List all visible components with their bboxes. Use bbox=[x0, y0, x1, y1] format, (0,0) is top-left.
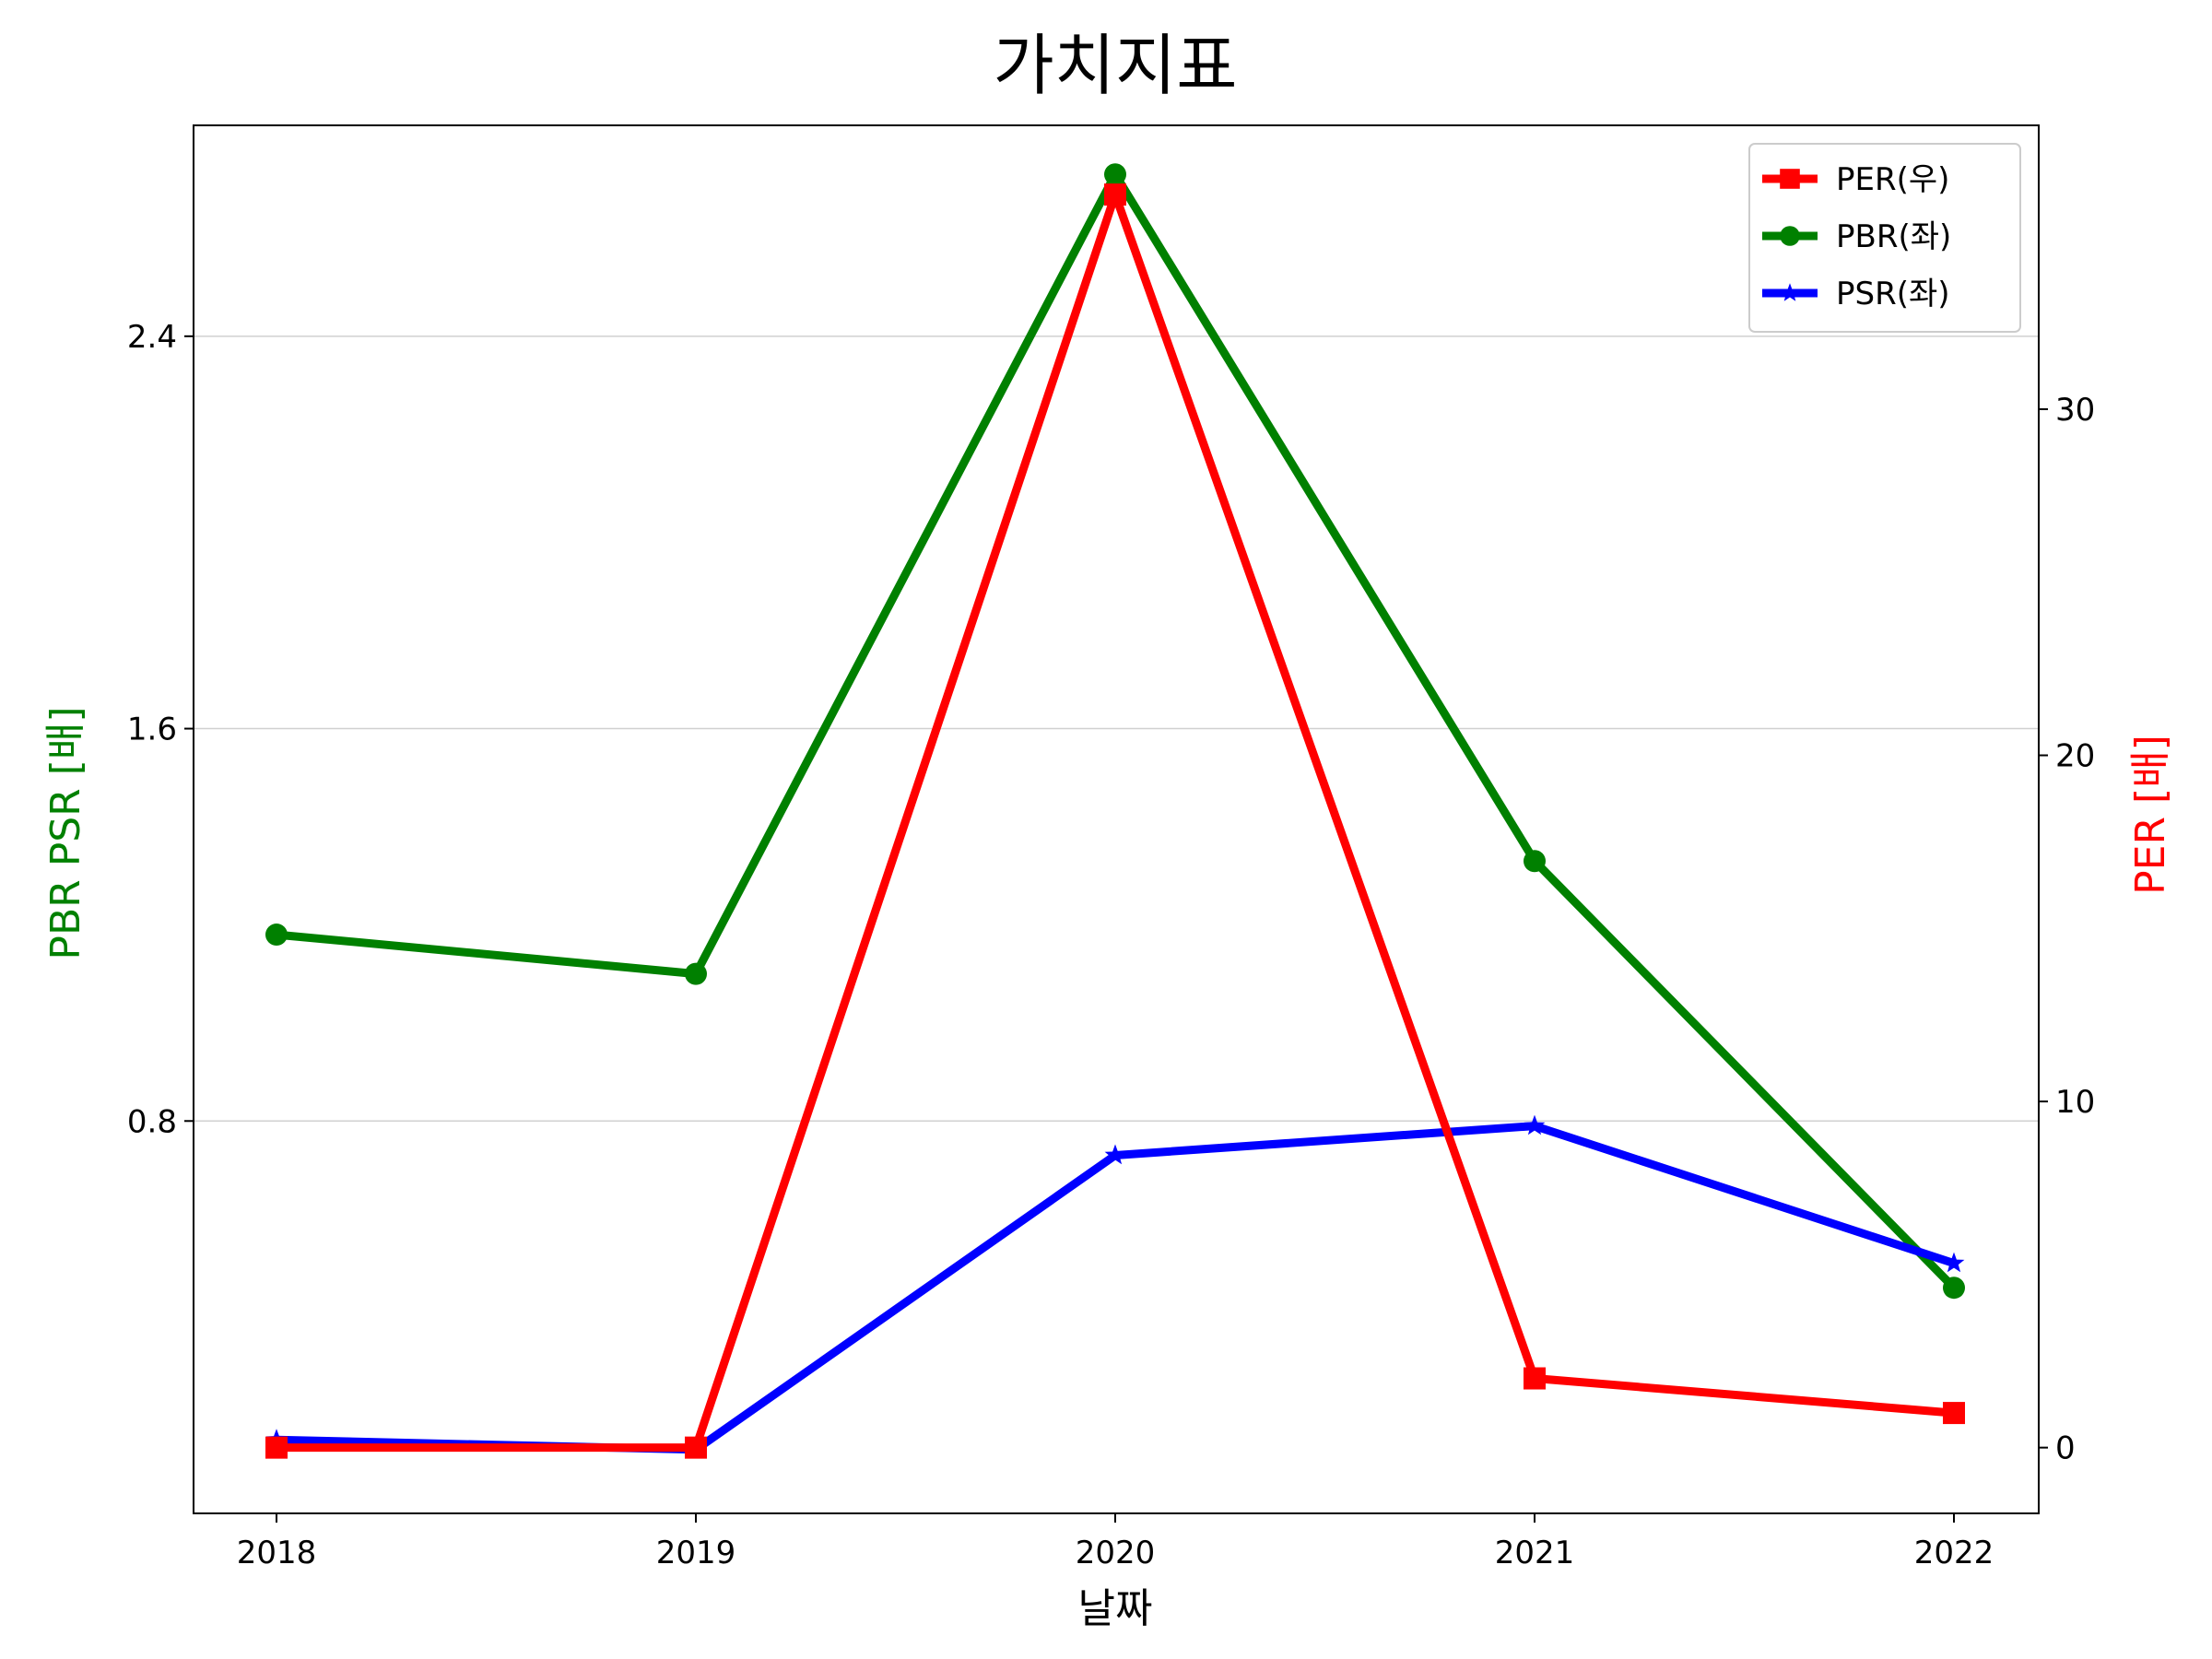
right-y-tick-label: 30 bbox=[2055, 392, 2095, 429]
x-tick-label: 2022 bbox=[1914, 1535, 1994, 1571]
x-tick-label: 2020 bbox=[1076, 1535, 1156, 1571]
left-y-tick-label: 0.8 bbox=[127, 1103, 177, 1140]
series-pbr bbox=[265, 163, 1965, 1300]
legend-marker-psr bbox=[1780, 283, 1800, 301]
legend-label-pbr: PBR(좌) bbox=[1836, 218, 1951, 255]
x-tick-label: 2019 bbox=[656, 1535, 736, 1571]
chart-title: 가치지표 bbox=[994, 27, 1238, 104]
pbr-point bbox=[685, 962, 707, 985]
pbr-point bbox=[1104, 163, 1126, 186]
series-per bbox=[265, 183, 1965, 1459]
psr-point bbox=[1524, 1114, 1546, 1135]
per-point bbox=[1943, 1402, 1965, 1425]
x-tick-label: 2021 bbox=[1495, 1535, 1575, 1571]
legend: PER(우) PBR(좌) PSR(좌) bbox=[1748, 143, 2021, 333]
right-y-axis-label: PER [배] bbox=[2127, 735, 2174, 895]
legend-marker-per bbox=[1780, 169, 1800, 189]
per-point bbox=[685, 1436, 707, 1459]
pbr-point bbox=[1943, 1277, 1965, 1300]
legend-label-per: PER(우) bbox=[1836, 161, 1949, 198]
x-axis-label: 날짜 bbox=[1078, 1585, 1153, 1632]
psr-point bbox=[1104, 1144, 1126, 1165]
pbr-point bbox=[1524, 850, 1546, 873]
legend-label-psr: PSR(좌) bbox=[1836, 276, 1950, 312]
left-y-tick-label: 2.4 bbox=[127, 319, 177, 356]
per-point bbox=[1104, 183, 1126, 206]
series-layer bbox=[265, 163, 1965, 1459]
gridlines bbox=[194, 335, 2039, 1123]
right-y-tick-label: 0 bbox=[2055, 1430, 2076, 1467]
pbr-point bbox=[265, 924, 288, 947]
x-tick-label: 2018 bbox=[237, 1535, 317, 1571]
per-point bbox=[265, 1436, 288, 1459]
axes: 0.8 1.6 2.4 0 10 20 30 2018 2019 2020 2021 2022 bbox=[127, 319, 2095, 1571]
left-y-axis-label: PBR PSR [배] bbox=[42, 706, 89, 959]
right-y-tick-label: 20 bbox=[2055, 738, 2095, 775]
right-y-tick-label: 10 bbox=[2055, 1084, 2095, 1121]
psr-point bbox=[1943, 1252, 1965, 1273]
legend-box bbox=[1748, 143, 2021, 333]
left-y-tick-label: 1.6 bbox=[127, 712, 177, 748]
legend-marker-pbr bbox=[1780, 226, 1800, 246]
per-point bbox=[1524, 1367, 1546, 1390]
